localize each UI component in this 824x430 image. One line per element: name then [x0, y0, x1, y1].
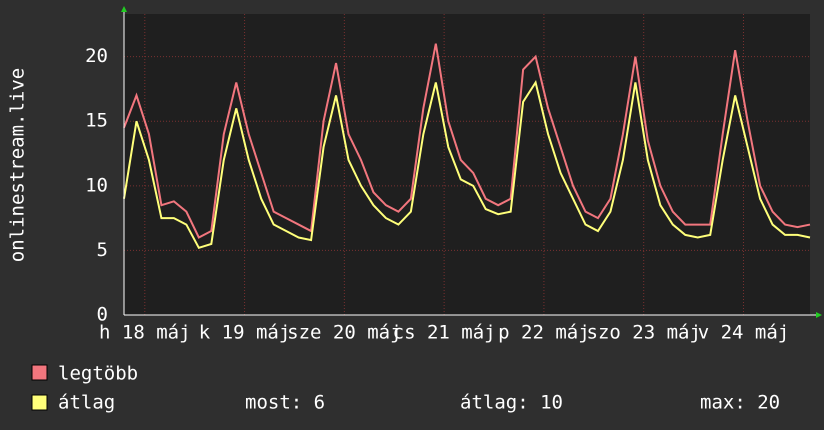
x-tick-label: p 22 máj — [498, 322, 590, 344]
y-tick-label: 0 — [97, 304, 108, 326]
series-line — [123, 79, 811, 250]
stat-current: most: 6 — [245, 392, 325, 414]
y-tick-label: 20 — [85, 45, 108, 67]
x-tick-label: cs 21 máj — [393, 322, 496, 344]
legend-swatch — [31, 364, 48, 381]
x-tick-label: sze 20 máj — [287, 322, 401, 344]
x-tick-label: k 19 máj — [199, 322, 291, 344]
x-tick-label: szo 23 máj — [587, 322, 701, 344]
y-arrow — [121, 6, 127, 12]
y-axis-label: onlinestream.live — [7, 68, 29, 262]
legend-swatch — [31, 394, 48, 411]
y-tick-label: 15 — [85, 110, 108, 132]
series-line — [123, 43, 811, 239]
x-tick-label: v 24 máj — [698, 322, 790, 344]
x-tick-label: h 18 máj — [99, 322, 191, 344]
legend-label: átlag — [58, 392, 115, 414]
stat-max: max: 20 — [700, 392, 780, 414]
stat-average: átlag: 10 — [460, 392, 563, 414]
y-tick-label: 5 — [97, 239, 108, 261]
y-tick-label: 10 — [85, 174, 108, 196]
legend-label: legtöbb — [58, 363, 138, 385]
plot-area — [124, 14, 810, 315]
x-arrow — [816, 312, 822, 318]
